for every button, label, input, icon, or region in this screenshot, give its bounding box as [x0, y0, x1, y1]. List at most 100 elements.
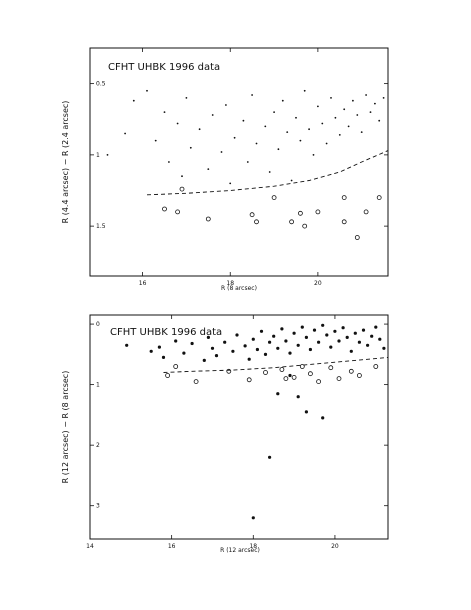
- open-circle-point: [336, 376, 342, 382]
- data-point: [296, 395, 300, 399]
- data-point: [369, 111, 372, 113]
- data-point: [312, 328, 317, 332]
- top-y-axis-label: R (4.4 arcsec) − R (2.4 arcsec): [61, 101, 70, 224]
- data-point: [308, 347, 312, 352]
- data-point: [299, 139, 302, 142]
- data-point: [333, 329, 337, 333]
- bottom-y-axis-label: R (12 arcsec) − R (8 arcsec): [61, 371, 70, 484]
- bottom-plot-title: CFHT UHBK 1996 data: [110, 327, 222, 338]
- open-circle-point: [307, 371, 313, 377]
- data-point: [325, 142, 328, 145]
- open-circle-point: [263, 370, 268, 375]
- open-circle-point: [315, 209, 321, 215]
- top-plot-frame: [89, 47, 389, 277]
- y-tick-label: 1: [96, 152, 100, 159]
- data-point: [366, 343, 370, 347]
- data-point: [303, 89, 306, 92]
- data-point: [356, 114, 359, 116]
- open-circle-point: [328, 365, 334, 371]
- data-point: [338, 134, 341, 136]
- dashed-curve: [163, 356, 389, 373]
- data-point: [281, 99, 284, 102]
- y-tick-label: 1.5: [96, 223, 106, 230]
- data-point: [198, 128, 201, 131]
- data-point: [182, 351, 186, 355]
- data-point: [284, 339, 288, 343]
- data-point: [330, 97, 332, 99]
- data-point: [357, 340, 361, 344]
- data-point: [276, 392, 280, 396]
- open-circle-point: [165, 373, 171, 378]
- data-point: [382, 97, 385, 99]
- data-point: [370, 334, 374, 338]
- open-circle-point: [376, 195, 382, 201]
- data-point: [220, 151, 223, 153]
- open-circle-point: [291, 374, 297, 380]
- data-point: [255, 347, 259, 352]
- open-circle-point: [348, 368, 354, 374]
- data-point: [374, 325, 378, 329]
- data-point: [149, 349, 153, 353]
- data-point: [231, 349, 235, 353]
- data-point: [132, 99, 135, 102]
- open-circle-point: [162, 206, 167, 212]
- data-point: [207, 168, 210, 171]
- data-point: [347, 125, 350, 128]
- open-circle-point: [341, 219, 347, 225]
- open-circle-point: [297, 210, 303, 216]
- data-point: [312, 154, 315, 156]
- data-point: [337, 339, 341, 343]
- open-circle-point: [289, 219, 295, 225]
- data-point: [352, 99, 354, 102]
- data-point: [353, 331, 357, 335]
- data-point: [361, 328, 366, 332]
- open-circle-point: [279, 367, 285, 372]
- y-tick-label: 0.5: [96, 81, 106, 88]
- data-point: [125, 343, 129, 347]
- data-point: [325, 333, 329, 337]
- data-point: [296, 343, 300, 347]
- top-panel: CFHT UHBK 1996 data R (8 arcsec) R (4.4 …: [61, 47, 389, 292]
- top-x-ticks: 16 18 20: [139, 48, 322, 287]
- data-point: [334, 116, 337, 119]
- open-circle-point: [299, 364, 305, 369]
- data-point: [273, 111, 275, 113]
- data-point: [378, 119, 381, 122]
- data-point: [106, 154, 109, 156]
- data-point: [189, 146, 192, 149]
- x-tick-label: 20: [314, 280, 322, 287]
- data-point: [349, 349, 353, 353]
- data-point: [242, 119, 245, 122]
- data-point: [211, 114, 214, 116]
- data-point: [246, 161, 249, 163]
- data-point: [288, 351, 292, 355]
- data-point: [304, 335, 308, 339]
- data-point: [243, 344, 247, 348]
- open-circle-point: [316, 379, 322, 385]
- data-point: [206, 335, 210, 339]
- data-point: [251, 94, 254, 96]
- data-point: [321, 323, 325, 327]
- bottom-x-ticks: 14 16 18 20: [86, 315, 339, 550]
- data-point: [343, 108, 346, 111]
- data-point: [360, 131, 363, 134]
- data-point: [329, 345, 333, 349]
- top-x-axis-label: R (8 arcsec): [221, 285, 257, 292]
- data-point: [259, 329, 264, 333]
- x-tick-label: 18: [249, 543, 257, 550]
- data-point: [214, 354, 219, 358]
- data-point: [202, 358, 206, 362]
- open-circle-point: [302, 223, 308, 229]
- data-point: [321, 416, 325, 420]
- open-circle-point: [341, 195, 347, 201]
- data-point: [251, 337, 255, 341]
- data-point: [163, 111, 166, 113]
- y-tick-label: 1: [96, 382, 100, 389]
- data-point: [268, 340, 272, 344]
- data-point: [157, 345, 161, 349]
- data-point: [223, 340, 227, 344]
- data-point: [286, 131, 289, 134]
- data-point: [268, 171, 271, 173]
- data-point: [181, 175, 183, 178]
- data-point: [345, 335, 349, 339]
